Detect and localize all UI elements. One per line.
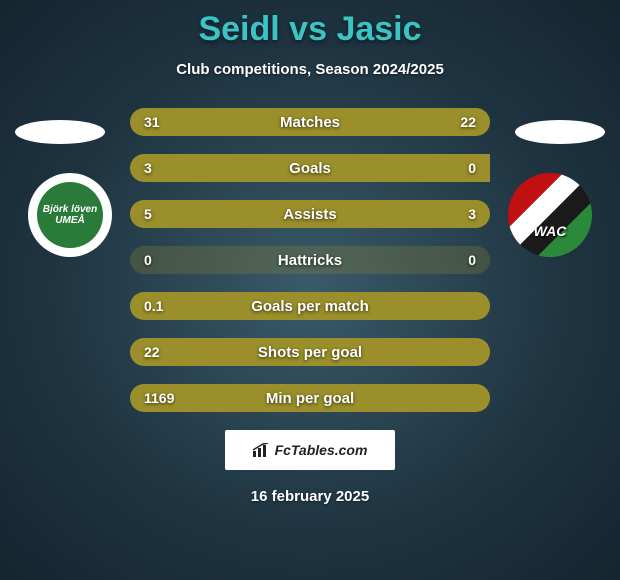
comparison-title: Seidl vs Jasic bbox=[0, 0, 620, 49]
club-badge-left-inner: Björk löven UMEÅ bbox=[37, 182, 103, 248]
club-badge-left: Björk löven UMEÅ bbox=[28, 173, 112, 257]
club-badge-right: WAC bbox=[508, 173, 592, 257]
stat-row: 3122Matches bbox=[130, 108, 490, 136]
vs-text: vs bbox=[289, 10, 327, 48]
chart-icon bbox=[253, 443, 271, 457]
stat-row: 53Assists bbox=[130, 200, 490, 228]
oval-marker-right bbox=[515, 120, 605, 144]
stat-row: 00Hattricks bbox=[130, 246, 490, 274]
player-left-name: Seidl bbox=[198, 10, 279, 48]
stat-label: Hattricks bbox=[130, 252, 490, 269]
stat-row: 1169Min per goal bbox=[130, 384, 490, 412]
stat-label: Matches bbox=[130, 114, 490, 131]
stat-label: Min per goal bbox=[130, 390, 490, 407]
player-right-name: Jasic bbox=[336, 10, 421, 48]
stat-row: 30Goals bbox=[130, 154, 490, 182]
stat-label: Shots per goal bbox=[130, 344, 490, 361]
stat-label: Goals per match bbox=[130, 298, 490, 315]
club-left-short: Björk löven UMEÅ bbox=[37, 204, 103, 226]
stat-label: Assists bbox=[130, 206, 490, 223]
content-area: Björk löven UMEÅ WAC 3122Matches 30Goals 5… bbox=[0, 108, 620, 412]
stat-rows: 3122Matches 30Goals 53Assists 00Hattricks 0.… bbox=[130, 108, 490, 412]
subtitle: Club competitions, Season 2024/2025 bbox=[0, 61, 620, 78]
club-right-short: WAC bbox=[508, 223, 592, 239]
footer-brand-text: FcTables.com bbox=[275, 442, 368, 458]
footer-brand: FcTables.com bbox=[225, 430, 395, 470]
stat-row: 22Shots per goal bbox=[130, 338, 490, 366]
oval-marker-left bbox=[15, 120, 105, 144]
date-text: 16 february 2025 bbox=[0, 488, 620, 505]
stat-row: 0.1Goals per match bbox=[130, 292, 490, 320]
stat-label: Goals bbox=[130, 160, 490, 177]
